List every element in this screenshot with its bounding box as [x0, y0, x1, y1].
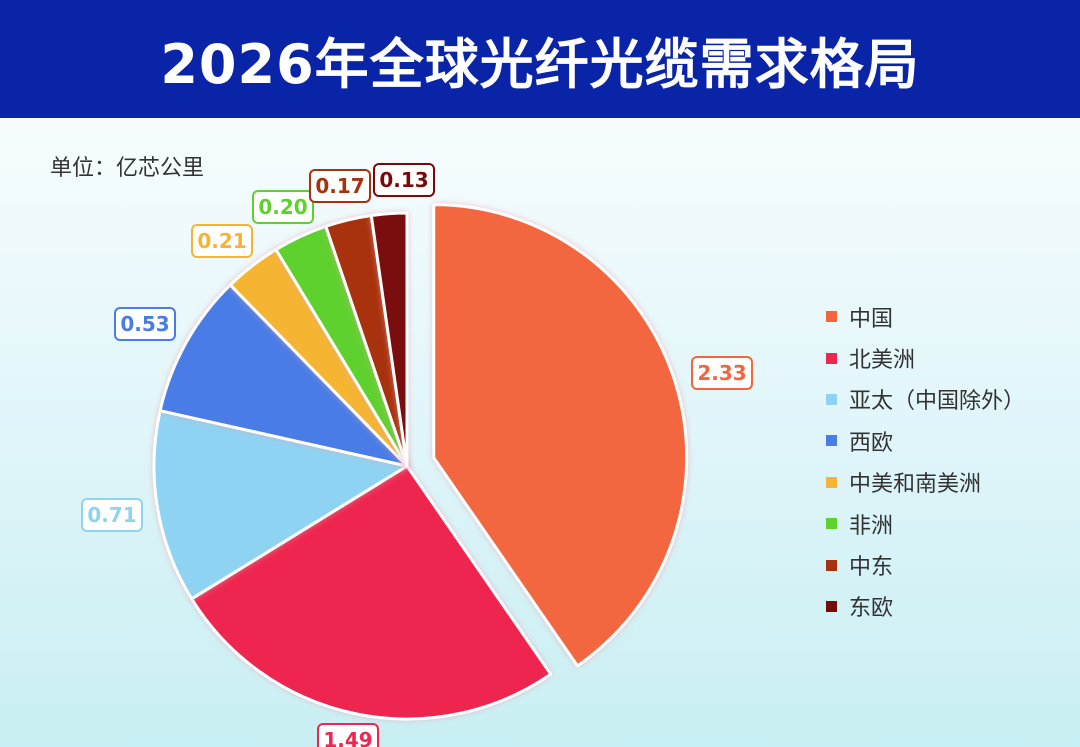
- data-label-text: 0.71: [87, 503, 136, 527]
- legend-label: 亚太（中国除外）: [849, 389, 1026, 415]
- legend-item: 中东: [826, 544, 1025, 585]
- data-label-text: 0.13: [379, 168, 428, 192]
- legend-label: 中东: [849, 555, 894, 581]
- chart-title: 2026年全球光纤光缆需求格局: [160, 32, 920, 96]
- data-label-4: 0.53: [114, 307, 176, 341]
- data-label-5: 0.21: [191, 224, 253, 258]
- title-banner: 2026年全球光纤光缆需求格局: [0, 0, 1080, 118]
- data-label-2: 1.49: [317, 723, 379, 747]
- legend-swatch: [826, 600, 837, 612]
- legend-label: 非洲: [849, 513, 894, 539]
- pie-slice-3: [152, 409, 409, 601]
- pie-slice-1: [432, 203, 689, 668]
- pie-data-labels: 2.33 1.49 0.71 0.53 0.21 0.20 0.17 0.13: [81, 163, 753, 747]
- data-label-text: 1.49: [323, 728, 372, 747]
- legend-item: 西欧: [826, 420, 1025, 461]
- chart-legend: 中国北美洲亚太（中国除外） 西欧中美和南美洲 非洲中东东欧: [826, 296, 1025, 627]
- legend-swatch: [826, 352, 837, 364]
- legend-item: 非洲: [826, 503, 1025, 544]
- data-label-3: 0.71: [81, 498, 143, 532]
- unit-label: 单位：亿芯公里: [50, 156, 205, 181]
- pie-slice-2: [190, 464, 553, 721]
- data-label-box: [191, 224, 253, 258]
- data-label-text: 0.17: [315, 174, 364, 198]
- data-label-text: 0.53: [120, 312, 169, 336]
- data-label-box: [252, 190, 314, 224]
- legend-label: 北美洲: [849, 348, 916, 374]
- legend-label: 中美和南美洲: [849, 472, 982, 498]
- legend-swatch: [826, 393, 837, 405]
- data-label-box: [114, 307, 176, 341]
- data-label-text: 2.33: [697, 361, 746, 385]
- legend-label: 东欧: [849, 596, 894, 622]
- legend-item: 亚太（中国除外）: [826, 379, 1025, 420]
- pie-slice-4: [158, 283, 409, 468]
- legend-item: 中美和南美洲: [826, 462, 1025, 503]
- legend-item: 中国: [826, 296, 1025, 337]
- legend-swatch: [826, 435, 837, 447]
- pie-slice-8: [369, 211, 409, 468]
- data-label-box: [317, 723, 379, 747]
- legend-item: 北美洲: [826, 337, 1025, 378]
- data-label-text: 0.21: [197, 229, 246, 253]
- data-label-7: 0.17: [309, 169, 371, 203]
- data-label-text: 0.20: [258, 195, 307, 219]
- data-label-box: [309, 169, 371, 203]
- legend-swatch: [826, 559, 837, 571]
- data-label-box: [373, 163, 435, 197]
- legend-swatch: [826, 518, 837, 530]
- data-label-8: 0.13: [373, 163, 435, 197]
- legend-label: 中国: [849, 306, 894, 332]
- legend-swatch: [826, 476, 837, 488]
- legend-swatch: [826, 311, 837, 323]
- data-label-box: [691, 356, 753, 390]
- legend-label: 西欧: [849, 430, 894, 456]
- data-label-6: 0.20: [252, 190, 314, 224]
- data-label-1: 2.33: [691, 356, 753, 390]
- pie-slices: [152, 203, 689, 721]
- data-label-box: [81, 498, 143, 532]
- legend-item: 东欧: [826, 586, 1025, 627]
